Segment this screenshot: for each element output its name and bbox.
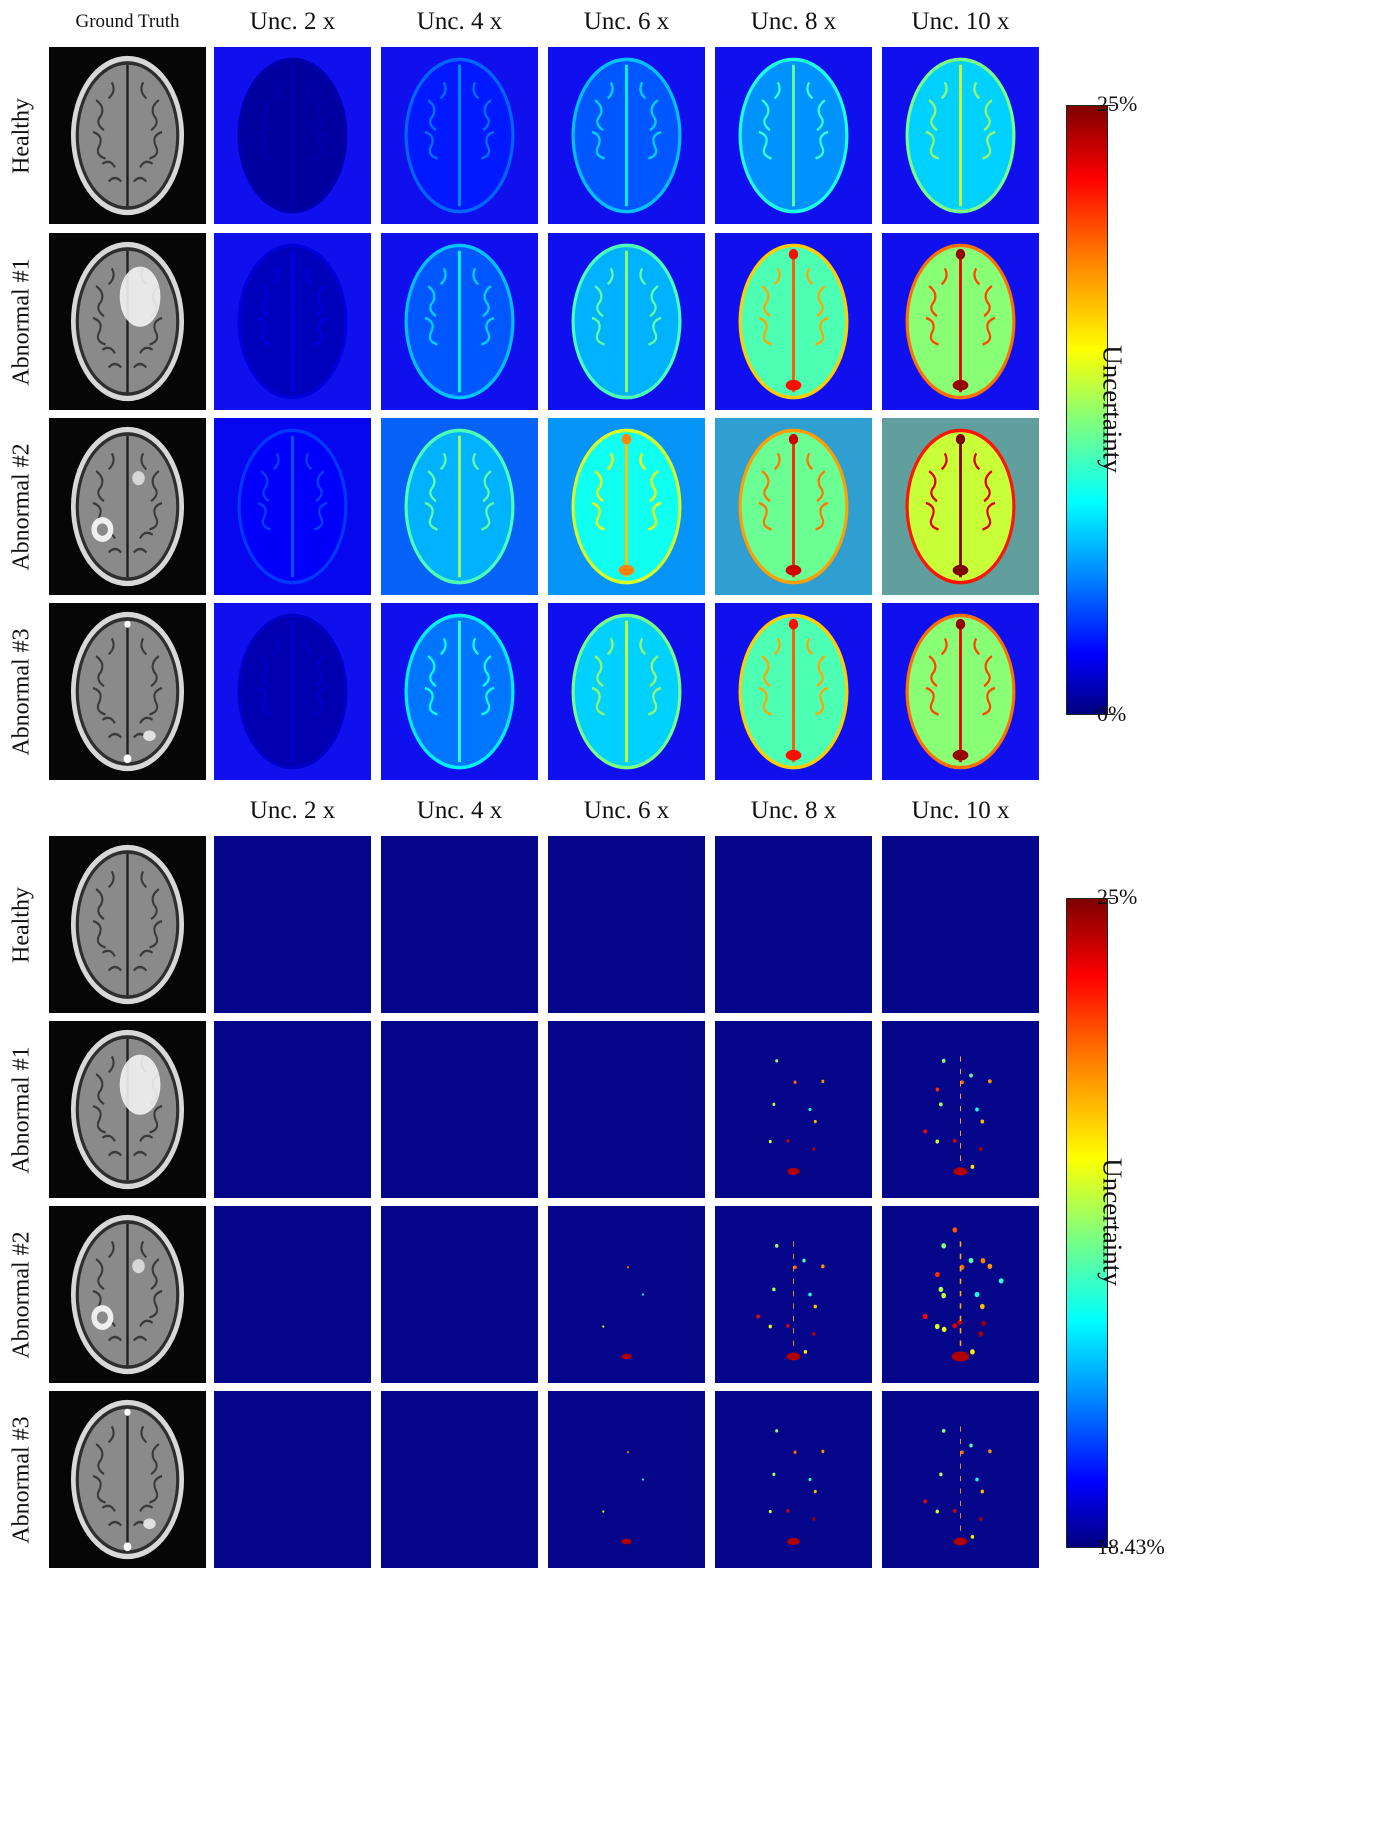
uncertainty-map-tile	[214, 603, 371, 780]
ground-truth-mri-image	[49, 418, 206, 595]
uncertainty-map-tile	[715, 836, 872, 1013]
ground-truth-mri-image	[49, 47, 206, 224]
uncertainty-map-tile	[548, 1021, 705, 1198]
column-header-3: Unc. 6 x	[583, 797, 670, 824]
column-header-3: Unc. 6 x	[583, 8, 670, 35]
uncertainty-map-tile	[882, 233, 1039, 410]
uncertainty-map-tile	[214, 233, 371, 410]
uncertainty-map-tile	[882, 1391, 1039, 1568]
uncertainty-map-tile	[882, 836, 1039, 1013]
uncertainty-map-tile	[715, 47, 872, 224]
uncertainty-map-tile	[214, 47, 371, 224]
uncertainty-map-tile	[214, 1021, 371, 1198]
row-label-2: Abnormal #1	[8, 257, 35, 386]
ground-truth-mri-image	[49, 1391, 206, 1568]
uncertainty-map-tile	[715, 1206, 872, 1383]
row-label-3: Abnormal #2	[8, 1230, 35, 1359]
uncertainty-map-tile	[882, 1206, 1039, 1383]
column-header-5: Unc. 10 x	[911, 8, 1010, 35]
colorbar-min-label: 0%	[1097, 701, 1127, 726]
uncertainty-map-tile	[381, 1021, 538, 1198]
uncertainty-map-tile	[548, 1391, 705, 1568]
colorbar-tick-min	[1107, 1547, 1115, 1548]
column-header-2: Unc. 4 x	[416, 797, 503, 824]
row-label-1: Healthy	[8, 97, 35, 174]
colorbar-tick-min	[1107, 714, 1115, 715]
uncertainty-map-tile	[381, 836, 538, 1013]
ground-truth-mri-image	[49, 603, 206, 780]
column-header-1: Unc. 2 x	[249, 8, 336, 35]
uncertainty-map-tile	[381, 1206, 538, 1383]
colorbar-min-label: 18.43%	[1097, 1534, 1165, 1559]
uncertainty-map-tile	[882, 418, 1039, 595]
uncertainty-map-tile	[548, 603, 705, 780]
uncertainty-map-tile	[715, 418, 872, 595]
uncertainty-map-tile	[715, 1021, 872, 1198]
uncertainty-map-tile	[381, 603, 538, 780]
row-label-4: Abnormal #3	[8, 1415, 35, 1544]
uncertainty-map-tile	[548, 47, 705, 224]
ground-truth-mri-image	[49, 1021, 206, 1198]
uncertainty-map-tile	[214, 1206, 371, 1383]
uncertainty-map-tile	[882, 47, 1039, 224]
uncertainty-map-tile	[381, 233, 538, 410]
column-header-ground-truth: Ground Truth	[75, 11, 180, 32]
column-header-4: Unc. 8 x	[750, 797, 837, 824]
ground-truth-mri-image	[49, 836, 206, 1013]
uncertainty-map-tile	[214, 836, 371, 1013]
uncertainty-map-tile	[882, 1021, 1039, 1198]
ground-truth-mri-image	[49, 1206, 206, 1383]
column-header-1: Unc. 2 x	[249, 797, 336, 824]
colorbar-tick-max	[1107, 898, 1115, 899]
row-label-1: Healthy	[8, 886, 35, 963]
column-header-2: Unc. 4 x	[416, 8, 503, 35]
uncertainty-map-tile	[715, 603, 872, 780]
colorbar	[1066, 898, 1108, 1548]
ground-truth-mri-image	[49, 233, 206, 410]
colorbar-max-label: 25%	[1097, 91, 1138, 116]
uncertainty-map-tile	[715, 1391, 872, 1568]
column-header-4: Unc. 8 x	[750, 8, 837, 35]
colorbar-max-label: 25%	[1097, 884, 1138, 909]
colorbar-title: Uncertainty	[1097, 345, 1128, 473]
colorbar-title: Uncertainty	[1097, 1158, 1128, 1286]
uncertainty-map-tile	[548, 233, 705, 410]
uncertainty-map-tile	[381, 1391, 538, 1568]
colorbar-tick-max	[1107, 105, 1115, 106]
row-label-2: Abnormal #1	[8, 1045, 35, 1174]
uncertainty-map-tile	[548, 418, 705, 595]
uncertainty-map-tile	[548, 836, 705, 1013]
uncertainty-map-tile	[548, 1206, 705, 1383]
uncertainty-map-tile	[214, 418, 371, 595]
uncertainty-map-tile	[882, 603, 1039, 780]
row-label-3: Abnormal #2	[8, 442, 35, 571]
colorbar	[1066, 105, 1108, 715]
uncertainty-map-tile	[381, 47, 538, 224]
uncertainty-map-tile	[214, 1391, 371, 1568]
uncertainty-map-tile	[715, 233, 872, 410]
uncertainty-map-tile	[381, 418, 538, 595]
column-header-5: Unc. 10 x	[911, 797, 1010, 824]
row-label-4: Abnormal #3	[8, 627, 35, 756]
